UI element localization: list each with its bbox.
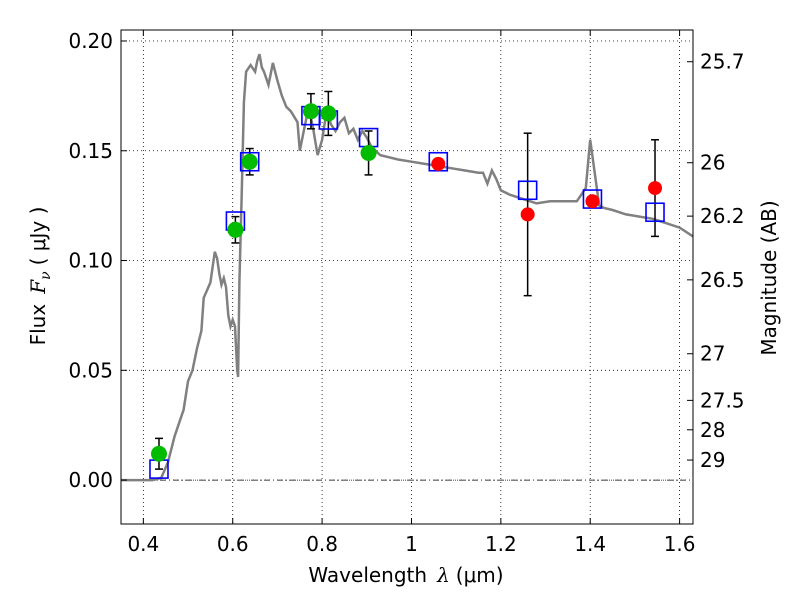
magnitude-axis-label: Magnitude (AB) [757, 200, 781, 355]
x-axis-label: Wavelength λ (μm) [308, 563, 503, 587]
magnitude-tick-label: 26.2 [700, 204, 745, 228]
observed-ground-point [520, 207, 535, 222]
observed-ground-point [431, 156, 446, 171]
x-tick-label: 1.6 [664, 532, 696, 556]
observed-points [150, 103, 663, 462]
observed-ground-point [585, 194, 600, 209]
y-tick-label: 0.15 [68, 139, 113, 163]
observed-hst-point [227, 221, 244, 238]
x-tick-label: 0.8 [306, 532, 338, 556]
y-axis-ticks: 0.00 0.05 0.10 0.15 0.20 [68, 29, 127, 492]
error-bars [154, 90, 660, 470]
magnitude-axis-ticks: 25.7 26 26.2 26.5 27 27.5 28 29 [687, 50, 745, 472]
x-tick-label: 1.4 [574, 532, 606, 556]
observed-hst-point [320, 105, 337, 122]
magnitude-tick-label: 28 [700, 418, 725, 442]
x-tick-label: 0.4 [127, 532, 159, 556]
observed-ground-point [648, 181, 663, 196]
model-spectrum-line [121, 53, 694, 482]
x-axis-ticks: 0.4 0.6 0.8 1 1.2 1.4 1.6 [127, 30, 696, 556]
observed-hst-point [241, 153, 258, 170]
y-tick-label: 0.20 [68, 29, 113, 53]
magnitude-tick-label: 26 [700, 151, 725, 175]
magnitude-tick-label: 25.7 [700, 50, 745, 74]
model-photometry-square [517, 180, 538, 201]
model-photometry-square [645, 202, 665, 223]
grid-lines [121, 30, 693, 524]
plot-frame [120, 29, 694, 525]
magnitude-tick-label: 27.5 [700, 388, 745, 412]
x-tick-label: 1 [405, 532, 418, 556]
y-tick-label: 0.05 [68, 358, 113, 382]
y-tick-label: 0.10 [68, 249, 113, 273]
magnitude-tick-label: 29 [700, 448, 725, 472]
magnitude-tick-label: 27 [700, 342, 725, 366]
observed-hst-point [360, 144, 377, 161]
model-photometry-square [239, 151, 260, 172]
y-axis-label: FluxFν( μJy ) [26, 207, 54, 346]
y-tick-label: 0.00 [68, 468, 113, 492]
observed-hst-point [150, 445, 167, 462]
x-tick-label: 1.2 [485, 532, 517, 556]
magnitude-tick-label: 26.5 [700, 268, 745, 292]
observed-hst-point [302, 103, 319, 120]
x-tick-label: 0.6 [217, 532, 249, 556]
